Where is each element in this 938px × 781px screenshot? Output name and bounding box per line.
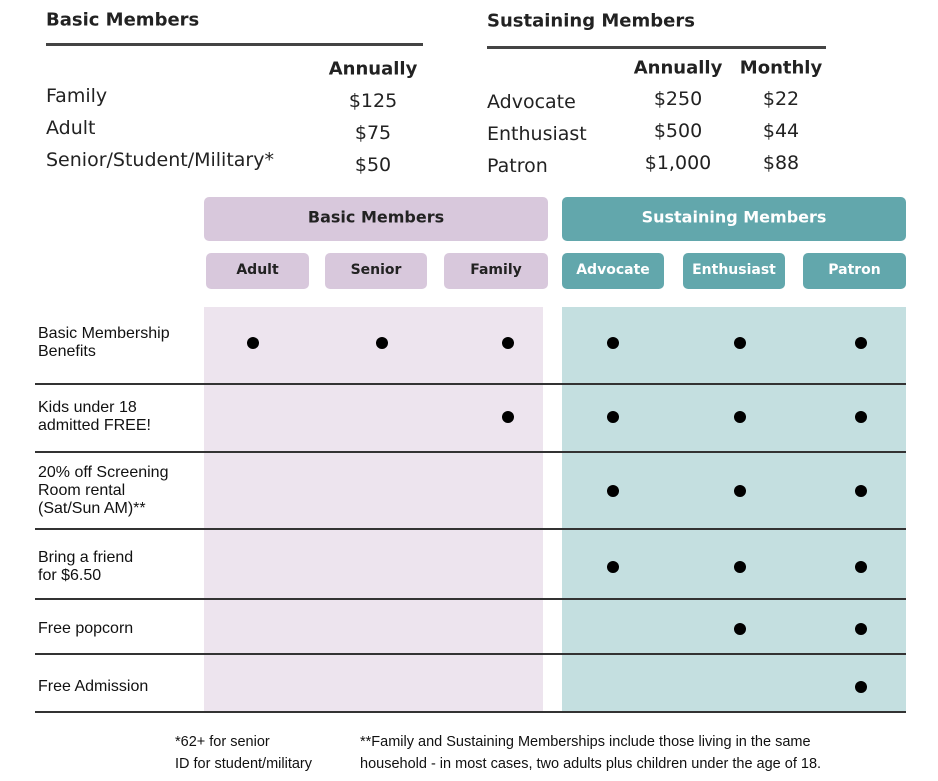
price: $75 [354,122,392,144]
column-header-box [444,253,548,289]
group-title: Sustaining Members [641,207,827,227]
included-dot [734,485,746,497]
row-label-line: admitted FREE! [38,417,151,434]
tier-label: Senior/Student/Military* [46,149,274,171]
row-label: Free popcorn [38,620,133,638]
row-divider [35,383,906,385]
included-dot [855,485,867,497]
column-header-box [206,253,309,289]
column-header: Patron [828,262,881,278]
row-divider [35,653,906,655]
included-dot [247,337,259,349]
tier-label: Advocate [487,91,576,113]
included-dot [502,411,514,423]
column-header-box [562,253,664,289]
footnote-line: household - in most cases, two adults pl… [360,756,822,772]
price: $44 [762,120,800,142]
column-header-box [325,253,427,289]
included-dot [855,337,867,349]
tier-label: Patron [487,155,548,177]
column-header-box [803,253,906,289]
price: $50 [354,154,392,176]
footnote-line: ID for student/military [175,756,312,772]
column-header-box [683,253,785,289]
row-label-line: Kids under 18 [38,399,137,416]
row-label-line: Free Admission [38,678,149,695]
row-label-line: Basic Membership [38,325,170,342]
group-header [204,197,548,241]
column-header: Advocate [576,262,650,278]
included-dot [855,623,867,635]
included-dot [607,337,619,349]
included-dot [734,411,746,423]
included-dot [607,561,619,573]
row-label-line: Benefits [38,343,96,360]
included-dot [502,337,514,349]
row-divider [35,451,906,453]
tier-label: Adult [46,117,96,139]
row-label-line: (Sat/Sun AM)** [38,500,146,517]
row-label-line: Bring a friend [38,549,134,566]
column-header: Family [470,262,522,278]
price: $88 [762,152,800,174]
price: $125 [348,90,398,112]
sustaining-column-bg [562,307,906,711]
section-title: Sustaining Members [487,10,695,32]
rule [487,46,826,49]
section-title: Basic Members [46,9,200,31]
column-header: Adult [236,262,279,278]
row-divider [35,598,906,600]
footnote: **Family and Sustaining Memberships incl… [360,731,821,775]
basic-column-bg [204,307,543,711]
price: $500 [653,120,703,142]
row-divider [35,528,906,530]
included-dot [376,337,388,349]
included-dot [607,411,619,423]
included-dot [855,561,867,573]
price: $250 [653,88,703,110]
included-dot [734,561,746,573]
column-header: Annually [328,58,418,80]
included-dot [734,337,746,349]
row-label: 20% off Screening Room rental (Sat/Sun AM)… [38,464,168,518]
price: $1,000 [644,152,712,174]
row-label: Bring a friend for $6.50 [38,549,133,585]
footnote-line: *62+ for senior [175,734,270,750]
row-label-line: 20% off Screening [38,464,169,481]
column-header: Monthly [739,57,823,79]
row-label: Kids under 18 admitted FREE! [38,399,151,435]
column-header: Enthusiast [692,262,776,278]
price: $22 [762,88,800,110]
included-dot [855,411,867,423]
group-header [562,197,906,241]
row-label-line: for $6.50 [38,567,102,584]
row-label-line: Free popcorn [38,620,134,637]
row-label: Basic Membership Benefits [38,325,170,361]
tier-label: Enthusiast [487,123,587,145]
row-label: Free Admission [38,678,148,696]
included-dot [734,623,746,635]
column-header: Annually [633,57,723,79]
footnote: *62+ for senior ID for student/military [175,731,312,775]
included-dot [855,681,867,693]
group-title: Basic Members [307,207,445,227]
row-divider [35,711,906,713]
included-dot [607,485,619,497]
row-label-line: Room rental [38,482,126,499]
tier-label: Family [46,85,108,107]
rule [46,43,423,46]
column-header: Senior [350,262,402,278]
footnote-line: **Family and Sustaining Memberships incl… [360,734,811,750]
